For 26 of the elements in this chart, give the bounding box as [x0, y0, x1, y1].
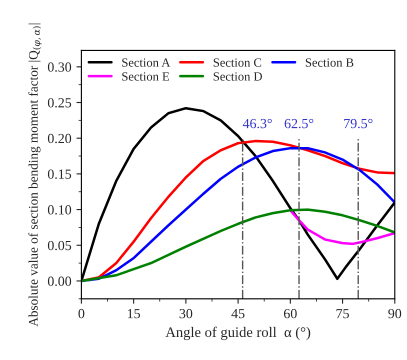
- x-tick-label: 90: [388, 308, 402, 318]
- x-tick-label: 45: [231, 309, 244, 318]
- legend-label: Section A: [122, 58, 170, 67]
- y-tick-label: 0.30: [48, 62, 72, 72]
- y-tick-label: 0.15: [48, 169, 72, 179]
- x-axis-title: Angle of guide roll α (°): [165, 326, 310, 340]
- line-series: [289, 209, 395, 246]
- x-tick-label: 0: [78, 308, 84, 318]
- x-tick-label: 30: [180, 308, 192, 318]
- ref-line-label: 79.5°: [344, 118, 372, 128]
- y-tick-label: 0.10: [48, 205, 72, 215]
- y-tick-label: 0.05: [48, 240, 72, 250]
- y-tick-label: 0.00: [48, 276, 72, 286]
- legend-label: Section E: [122, 72, 170, 81]
- x-tick-label: 60: [284, 308, 297, 318]
- y-tick-label: 0.25: [48, 98, 72, 108]
- ref-line-label: 46.3°: [242, 118, 272, 128]
- y-axis-title: Absolute value of section bending moment factor |Q$_{(φ,α)}$|: [28, 24, 42, 327]
- x-tick-label: 75: [336, 309, 349, 318]
- x-tick-label: 15: [128, 308, 140, 318]
- ref-line-label: 62.5°: [284, 118, 314, 128]
- legend-label: Section B: [306, 58, 354, 67]
- legend-label: Section C: [214, 58, 262, 67]
- y-tick-label: 0.20: [48, 134, 72, 144]
- legend-label: Section D: [214, 72, 262, 81]
- line-series: [81, 208, 395, 282]
